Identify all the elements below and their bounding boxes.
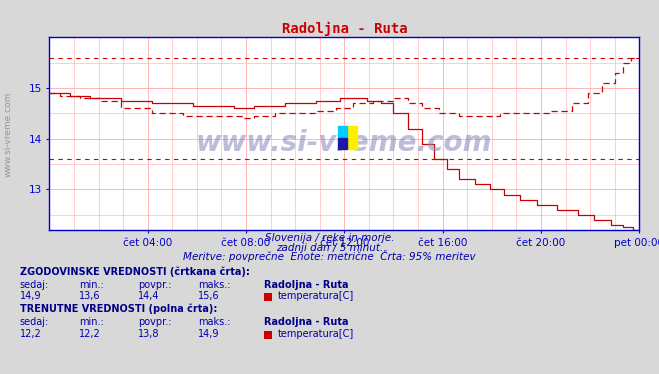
Text: sedaj:: sedaj: [20,318,49,327]
Text: sedaj:: sedaj: [20,280,49,290]
Text: zadnji dan / 5 minut.: zadnji dan / 5 minut. [276,243,383,252]
Text: povpr.:: povpr.: [138,280,172,290]
Text: povpr.:: povpr.: [138,318,172,327]
Text: 12,2: 12,2 [20,329,42,339]
Text: 15,6: 15,6 [198,291,219,301]
Text: 14,9: 14,9 [20,291,42,301]
Text: Meritve: povprečne  Enote: metrične  Črta: 95% meritev: Meritve: povprečne Enote: metrične Črta:… [183,250,476,262]
Bar [338,126,347,138]
Text: 14,9: 14,9 [198,329,219,339]
Text: maks.:: maks.: [198,280,230,290]
Text: TRENUTNE VREDNOSTI (polna črta):: TRENUTNE VREDNOSTI (polna črta): [20,304,217,314]
Text: temperatura[C]: temperatura[C] [278,291,355,301]
Text: 13,8: 13,8 [138,329,160,339]
Text: temperatura[C]: temperatura[C] [278,329,355,339]
Text: www.si-vreme.com: www.si-vreme.com [3,92,13,177]
Text: www.si-vreme.com: www.si-vreme.com [196,129,492,157]
Text: 13,6: 13,6 [79,291,101,301]
Bar [338,138,347,149]
Text: maks.:: maks.: [198,318,230,327]
Text: ZGODOVINSKE VREDNOSTI (črtkana črta):: ZGODOVINSKE VREDNOSTI (črtkana črta): [20,266,250,277]
Bar [347,126,357,149]
Text: 14,4: 14,4 [138,291,160,301]
Text: min.:: min.: [79,280,104,290]
Text: min.:: min.: [79,318,104,327]
Text: 12,2: 12,2 [79,329,101,339]
Title: Radoljna - Ruta: Radoljna - Ruta [281,22,407,36]
Text: Radoljna - Ruta: Radoljna - Ruta [264,318,348,327]
Text: Radoljna - Ruta: Radoljna - Ruta [264,280,348,290]
Text: Slovenija / reke in morje.: Slovenija / reke in morje. [265,233,394,243]
